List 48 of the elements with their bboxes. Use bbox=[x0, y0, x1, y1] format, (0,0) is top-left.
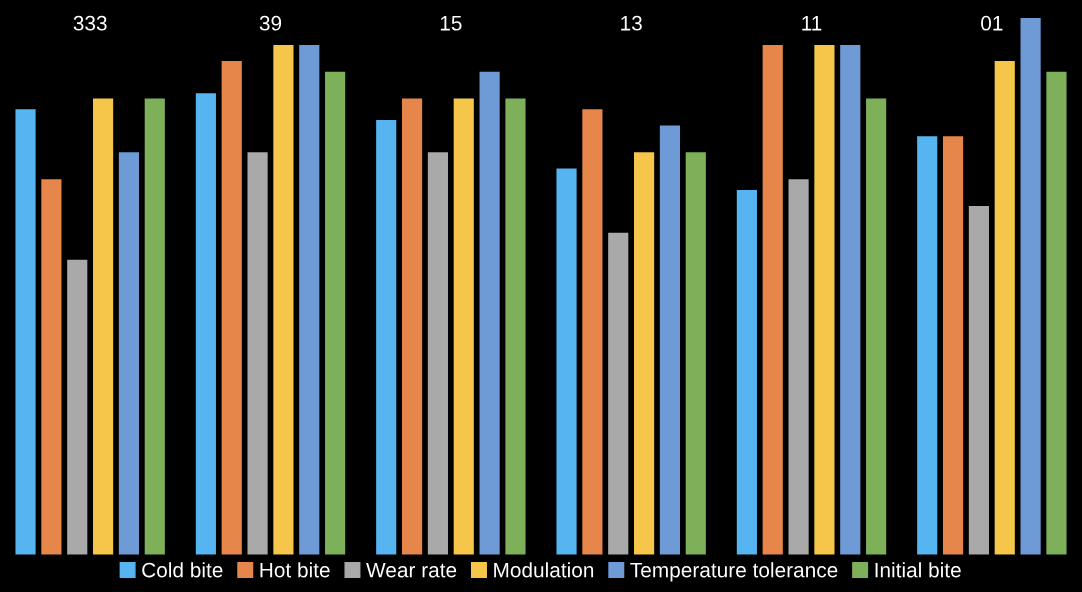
bar bbox=[15, 109, 36, 555]
bar bbox=[942, 136, 964, 555]
bar bbox=[1020, 18, 1041, 555]
bar bbox=[479, 71, 500, 555]
bar bbox=[634, 152, 655, 555]
bar bbox=[299, 44, 320, 555]
bar bbox=[736, 189, 757, 555]
x-tick-label: 333 bbox=[73, 15, 107, 31]
bar bbox=[840, 44, 861, 555]
bar bbox=[325, 71, 346, 555]
bar bbox=[1046, 71, 1067, 555]
bar bbox=[247, 152, 268, 555]
bar bbox=[685, 152, 706, 555]
bar bbox=[917, 136, 938, 555]
bar bbox=[968, 205, 989, 555]
legend-label: Modulation bbox=[494, 562, 594, 578]
bar bbox=[582, 109, 603, 555]
legend-label: Cold bite bbox=[142, 562, 223, 578]
x-tick-label: 13 bbox=[621, 15, 642, 31]
bar bbox=[41, 179, 62, 555]
bar bbox=[762, 44, 783, 555]
bar bbox=[994, 61, 1015, 555]
bar bbox=[144, 98, 165, 555]
bar bbox=[195, 93, 216, 555]
legend-label: Wear rate bbox=[366, 562, 457, 578]
bar bbox=[273, 44, 294, 555]
bar bbox=[427, 152, 448, 555]
bar bbox=[556, 168, 577, 555]
bar bbox=[118, 152, 140, 555]
bar bbox=[505, 98, 526, 555]
bar bbox=[401, 98, 423, 555]
bar bbox=[659, 125, 681, 555]
bar bbox=[221, 61, 242, 555]
x-tick-label: 01 bbox=[981, 15, 1003, 31]
x-tick-label: 15 bbox=[440, 16, 462, 31]
x-tick-label: 11 bbox=[802, 16, 822, 31]
legend-label: Initial bite bbox=[875, 562, 961, 578]
bar bbox=[67, 259, 88, 555]
bar bbox=[814, 44, 835, 555]
legend-label: Temperature tolerance bbox=[630, 562, 838, 582]
x-tick-label: 39 bbox=[259, 15, 282, 31]
bar bbox=[608, 232, 629, 555]
bar bbox=[453, 98, 474, 555]
bar bbox=[788, 179, 809, 555]
legend-label: Hot bite bbox=[260, 562, 330, 578]
bar bbox=[376, 120, 397, 555]
bar bbox=[93, 98, 114, 555]
bar bbox=[866, 98, 887, 555]
